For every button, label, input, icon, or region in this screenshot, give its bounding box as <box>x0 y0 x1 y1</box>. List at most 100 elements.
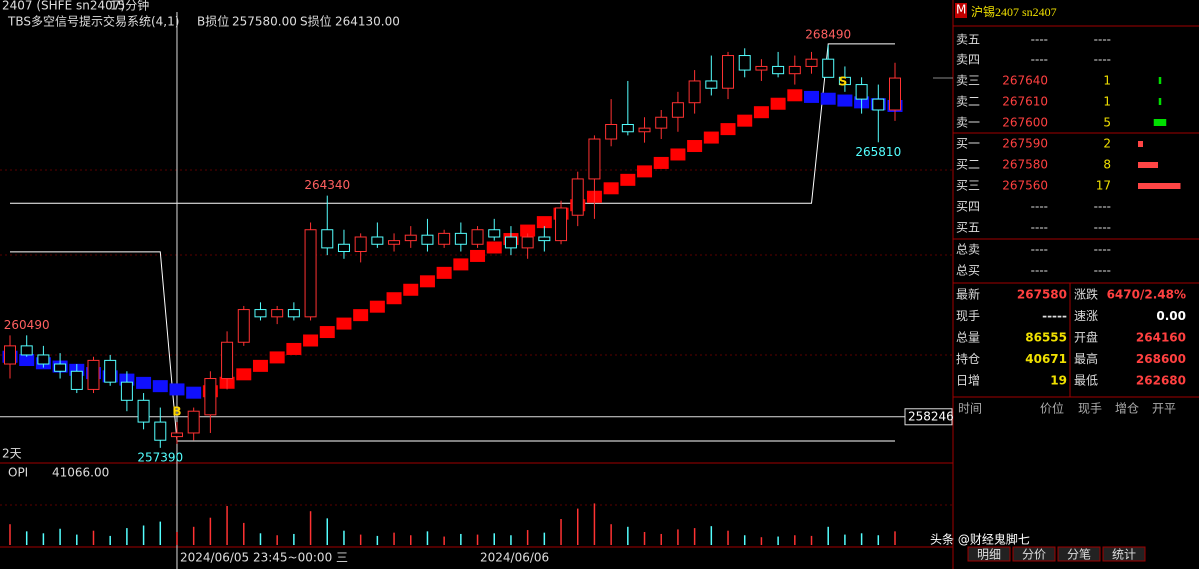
trade-column-header: 增仓 <box>1115 402 1139 416</box>
depth-bar <box>1158 98 1162 105</box>
candle-body <box>37 354 50 365</box>
buy-signal: B <box>172 405 181 419</box>
candle-body <box>772 65 785 75</box>
candle-body <box>70 370 83 390</box>
tab[interactable] <box>1012 546 1056 562</box>
stat-value: 6470/2.48% <box>1107 288 1186 302</box>
candle-body <box>421 234 434 245</box>
candle-body <box>354 236 367 253</box>
trend-block <box>620 173 636 186</box>
stop-line <box>10 43 895 204</box>
candle-body <box>120 381 133 401</box>
candle-body <box>521 236 534 249</box>
candle-body <box>287 309 300 318</box>
trend-block <box>186 386 202 399</box>
stat-value: ----- <box>1042 309 1067 323</box>
crosshair-price: 258246 <box>908 409 954 423</box>
stat-label: 现手 <box>956 309 980 323</box>
stat-label: 持仓 <box>956 351 980 366</box>
extreme-label: 264340 <box>304 178 350 192</box>
trend-block <box>436 266 452 279</box>
totals-value: ---- <box>1094 264 1111 278</box>
depth-bar <box>1138 141 1143 147</box>
depth-bar <box>1138 162 1158 168</box>
candle-body <box>321 229 334 249</box>
trend-block <box>787 89 803 102</box>
tab[interactable] <box>1102 546 1146 562</box>
book-qty: ---- <box>1094 33 1111 47</box>
b-stop-label: B损位 <box>197 14 229 29</box>
candle-body <box>555 207 568 242</box>
trend-block <box>19 354 35 367</box>
stop-line <box>10 251 895 442</box>
book-price: 267640 <box>1002 74 1048 88</box>
days-label: 2天 <box>2 447 22 461</box>
crosshair-date: 2024/06/05 23:45~00:00 三 <box>180 551 348 565</box>
trend-block <box>603 182 619 195</box>
candle-body <box>221 341 234 380</box>
extreme-label: 265810 <box>855 145 901 159</box>
tab-label[interactable]: 统计 <box>1112 548 1136 562</box>
watermark: 头条 @财经鬼脚七 <box>930 532 1030 547</box>
tab-label[interactable]: 明细 <box>977 548 1001 562</box>
candle-body <box>454 232 467 245</box>
stat-label: 日增 <box>956 374 980 388</box>
book-label: 买三 <box>956 179 980 193</box>
trade-column-header: 时间 <box>958 402 982 416</box>
trend-block <box>152 380 168 393</box>
book-qty: 5 <box>1103 116 1111 130</box>
extreme-label: 257390 <box>137 450 183 464</box>
tab[interactable] <box>1057 546 1101 562</box>
candle-body <box>638 127 651 133</box>
stat-label: 开盘 <box>1074 330 1098 345</box>
candle-body <box>889 77 901 111</box>
book-label: 买四 <box>956 200 980 214</box>
candle-body <box>104 359 117 383</box>
book-label: 卖四 <box>956 53 980 67</box>
trend-block <box>286 342 302 355</box>
book-price: 267610 <box>1002 95 1048 109</box>
depth-bar <box>1153 119 1167 126</box>
stat-value: 19 <box>1050 374 1067 388</box>
trend-block <box>236 368 252 381</box>
trend-block <box>336 317 352 330</box>
stat-label: 速涨 <box>1074 308 1098 323</box>
book-label: 卖二 <box>956 95 980 109</box>
candle-body <box>738 55 751 71</box>
tab[interactable] <box>967 546 1011 562</box>
book-qty: ---- <box>1094 221 1111 235</box>
book-qty: 17 <box>1096 179 1111 193</box>
stat-value: 86555 <box>1025 331 1067 345</box>
candle-body <box>237 309 250 343</box>
trend-block <box>770 97 786 110</box>
candle-body <box>371 236 384 245</box>
trend-block <box>303 334 319 347</box>
market-icon <box>955 3 967 18</box>
extreme-label: 260490 <box>4 318 50 332</box>
candle-body <box>755 65 768 71</box>
book-label: 卖一 <box>956 116 980 130</box>
candle-body <box>204 378 217 416</box>
book-qty: ---- <box>1094 200 1111 214</box>
candle-body <box>271 309 284 318</box>
book-price: 267580 <box>1002 158 1048 172</box>
stat-label: 总量 <box>956 331 980 345</box>
trade-column-header: 现手 <box>1078 402 1102 416</box>
crosshair-price-box <box>904 408 953 426</box>
trend-block <box>837 94 853 107</box>
tab-label[interactable]: 分价 <box>1022 548 1046 562</box>
book-label: 买二 <box>956 158 980 172</box>
trend-block <box>520 224 536 237</box>
sub-indicator-label: OPI <box>8 466 28 480</box>
trend-block <box>653 156 669 169</box>
period[interactable]: 15分钟 <box>110 0 149 13</box>
tab-label[interactable]: 分笔 <box>1067 547 1091 562</box>
book-qty: 1 <box>1103 95 1111 109</box>
stat-value: 40671 <box>1025 352 1067 366</box>
trend-block <box>670 148 686 161</box>
totals-value: ---- <box>1094 243 1111 257</box>
sell-signal: S <box>839 75 848 89</box>
candle-body <box>304 229 317 318</box>
trend-block <box>820 92 836 105</box>
trend-block <box>470 249 486 262</box>
